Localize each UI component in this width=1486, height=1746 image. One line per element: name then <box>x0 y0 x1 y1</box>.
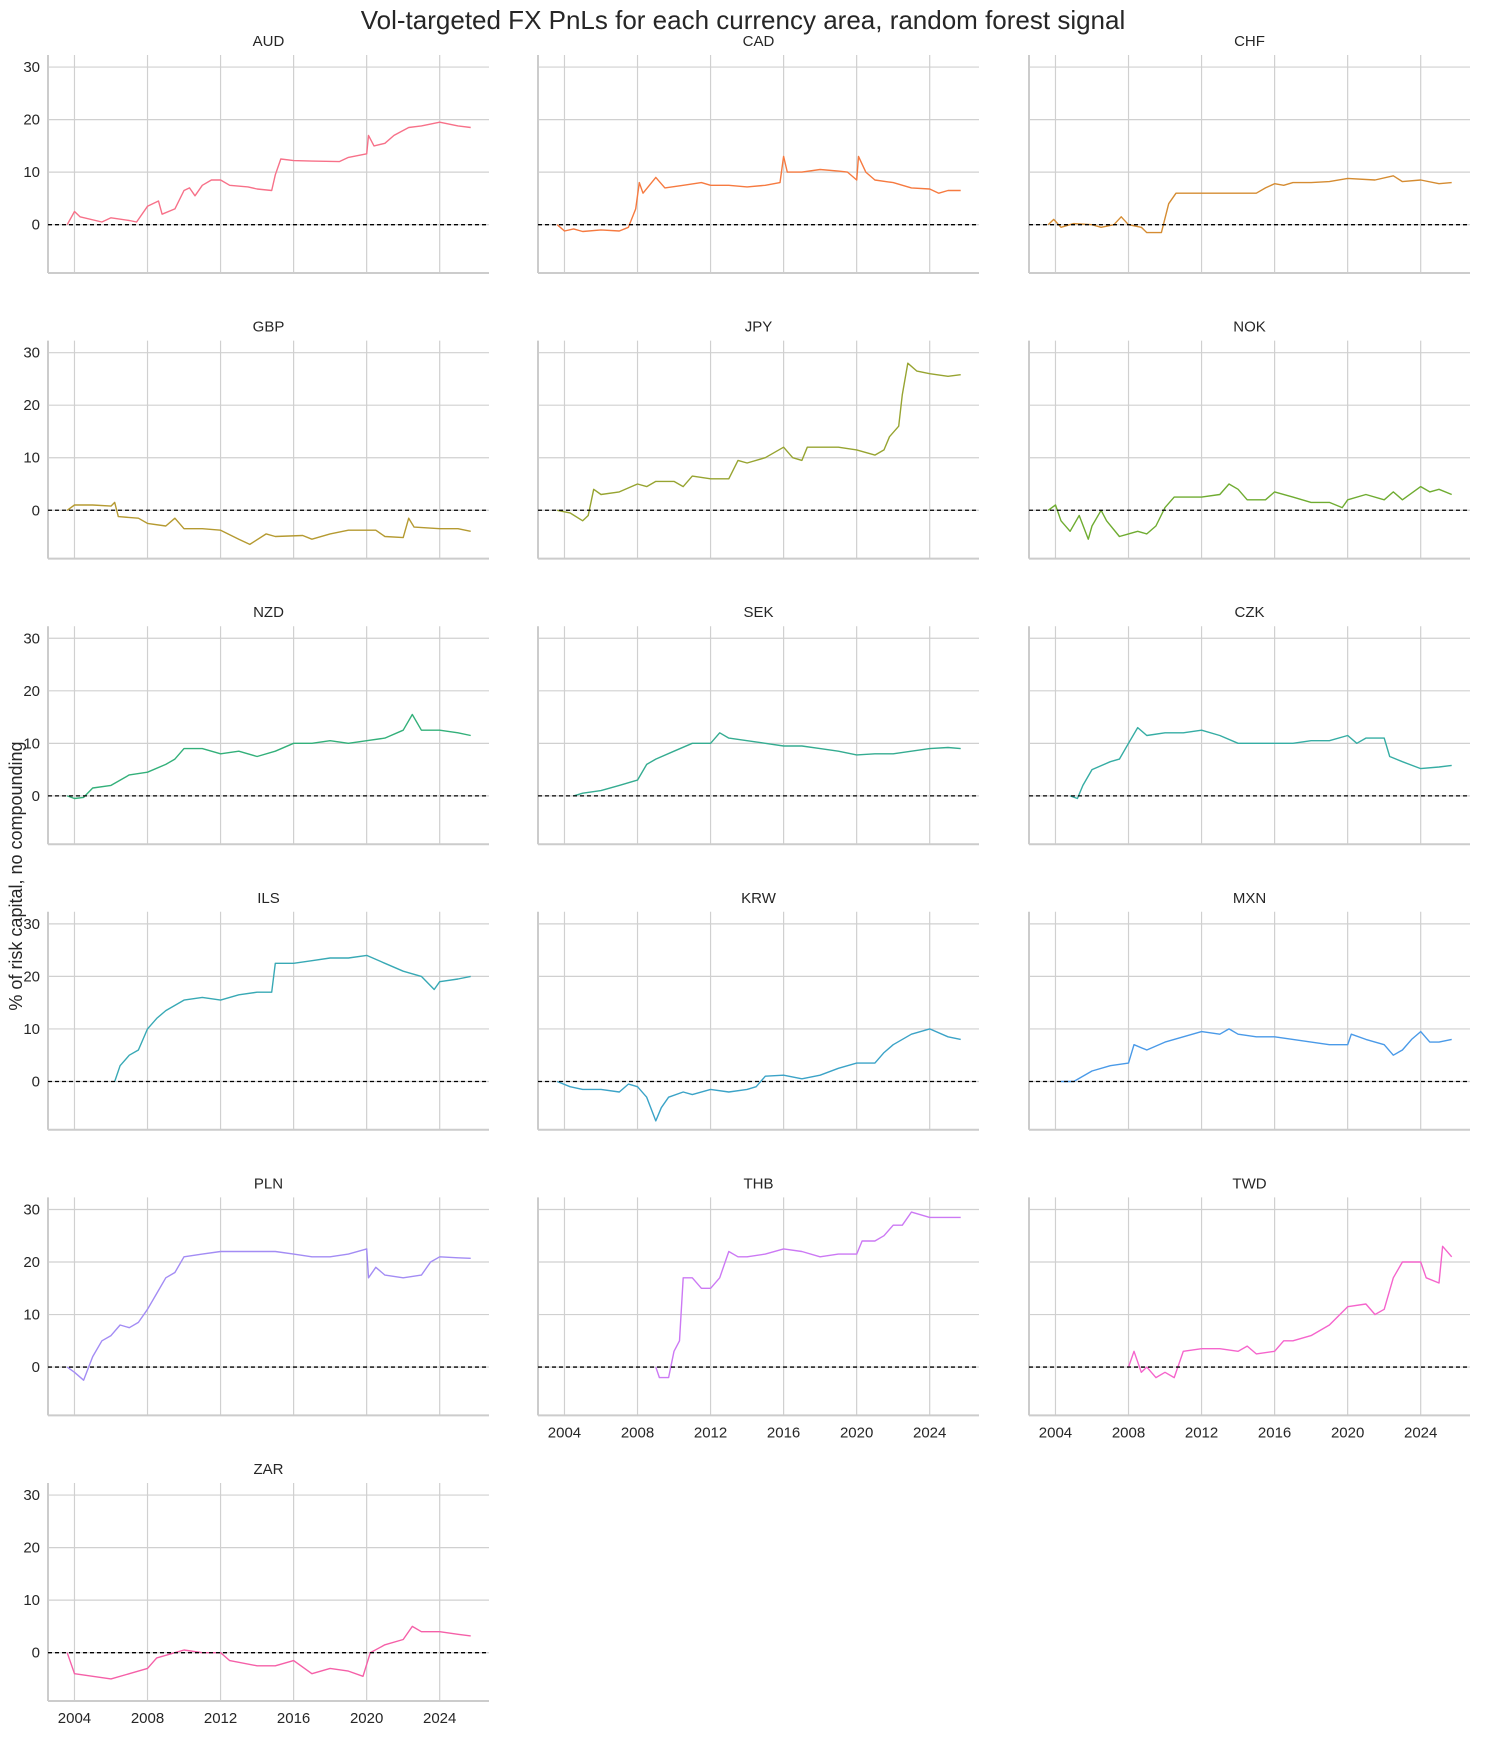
y-tick-label: 0 <box>32 788 40 805</box>
x-tick-label: 2004 <box>548 1424 581 1441</box>
y-tick-label: 20 <box>23 1254 40 1271</box>
y-tick-label: 30 <box>23 345 40 362</box>
x-tick-label: 2012 <box>204 1710 237 1727</box>
panel-title: KRW <box>741 890 777 907</box>
panel-title: CAD <box>743 33 775 50</box>
y-tick-label: 30 <box>23 916 40 933</box>
panel-title: MXN <box>1233 890 1266 907</box>
y-axis-label: % of risk capital, no compounding <box>6 741 26 1010</box>
y-tick-label: 0 <box>32 217 40 234</box>
y-tick-label: 0 <box>32 1073 40 1090</box>
y-tick-label: 10 <box>23 450 40 467</box>
y-tick-label: 20 <box>23 397 40 414</box>
x-tick-label: 2024 <box>1404 1424 1437 1441</box>
series-line-czk <box>1069 726 1452 800</box>
panel-sek: SEK <box>537 604 979 846</box>
panel-nzd: NZD 0 10 20 30 <box>23 604 489 846</box>
panel-title: AUD <box>253 33 285 50</box>
panel-cad: CAD <box>537 33 979 274</box>
x-tick-label: 2008 <box>131 1710 164 1727</box>
x-tick-label: 2008 <box>1112 1424 1145 1441</box>
y-tick-label: 0 <box>32 1645 40 1662</box>
x-tick-label: 2024 <box>423 1710 456 1727</box>
y-tick-label: 10 <box>23 164 40 181</box>
panel-twd: TWD 2004 2008 2012 2016 2020 2024 <box>1028 1175 1470 1441</box>
panel-title: JPY <box>745 319 773 336</box>
panel-title: NOK <box>1233 319 1266 336</box>
panel-czk: CZK <box>1028 604 1470 846</box>
panels: AUD 0 10 20 30 CAD CHF GBP 0 10 20 30 JPY NOK NZD 0 10 20… <box>23 33 1470 1727</box>
series-line-chf <box>1047 175 1452 234</box>
panel-title: ZAR <box>254 1461 284 1478</box>
chart-title: Vol-targeted FX PnLs for each currency a… <box>361 5 1126 35</box>
panel-title: CHF <box>1234 33 1265 50</box>
series-line-mxn <box>1061 1028 1452 1083</box>
y-tick-label: 0 <box>32 502 40 519</box>
series-line-jpy <box>557 362 961 522</box>
x-tick-label: 2012 <box>694 1424 727 1441</box>
x-tick-label: 2012 <box>1185 1424 1218 1441</box>
x-tick-label: 2020 <box>1331 1424 1364 1441</box>
series-line-nok <box>1047 483 1452 540</box>
panel-title: TWD <box>1232 1175 1266 1192</box>
panel-title: SEK <box>743 604 773 621</box>
series-line-thb <box>655 1211 961 1379</box>
panel-ils: ILS 0 10 20 30 <box>23 890 489 1131</box>
x-tick-label: 2016 <box>767 1424 800 1441</box>
x-tick-label: 2008 <box>621 1424 654 1441</box>
panel-pln: PLN 0 10 20 30 <box>23 1175 489 1417</box>
panel-title: THB <box>744 1175 774 1192</box>
panel-gbp: GBP 0 10 20 30 <box>23 319 489 560</box>
y-tick-label: 10 <box>23 1592 40 1609</box>
panel-aud: AUD 0 10 20 30 <box>23 33 489 274</box>
series-line-pln <box>66 1248 471 1381</box>
panel-zar: ZAR 0 10 20 30 2004 2008 2012 2016 2020 2024 <box>23 1461 489 1727</box>
x-tick-label: 2016 <box>277 1710 310 1727</box>
y-tick-label: 10 <box>23 735 40 752</box>
series-line-aud <box>66 121 471 226</box>
panel-chf: CHF <box>1028 33 1470 274</box>
series-line-nzd <box>66 713 471 800</box>
x-tick-label: 2004 <box>58 1710 91 1727</box>
x-tick-label: 2020 <box>350 1710 383 1727</box>
y-tick-label: 20 <box>23 112 40 129</box>
panel-title: ILS <box>257 890 280 907</box>
panel-title: NZD <box>253 604 284 621</box>
y-tick-label: 30 <box>23 1487 40 1504</box>
x-tick-label: 2016 <box>1258 1424 1291 1441</box>
y-tick-label: 30 <box>23 1201 40 1218</box>
series-line-gbp <box>66 501 471 546</box>
y-tick-label: 20 <box>23 1540 40 1557</box>
x-tick-label: 2004 <box>1039 1424 1072 1441</box>
series-line-cad <box>556 155 961 233</box>
panel-title: PLN <box>254 1175 283 1192</box>
x-tick-label: 2024 <box>913 1424 946 1441</box>
y-tick-label: 20 <box>23 968 40 985</box>
y-tick-label: 10 <box>23 1307 40 1324</box>
y-tick-label: 30 <box>23 630 40 647</box>
series-line-zar <box>66 1625 471 1680</box>
panel-thb: THB 2004 2008 2012 2016 2020 2024 <box>537 1175 979 1441</box>
y-tick-label: 10 <box>23 1021 40 1038</box>
panel-jpy: JPY <box>537 319 979 560</box>
series-line-ils <box>114 954 471 1082</box>
x-tick-label: 2020 <box>840 1424 873 1441</box>
y-tick-label: 20 <box>23 683 40 700</box>
panel-nok: NOK <box>1028 319 1470 560</box>
panel-mxn: MXN <box>1028 890 1470 1131</box>
series-line-twd <box>1127 1245 1453 1379</box>
panel-title: CZK <box>1235 604 1265 621</box>
y-tick-label: 0 <box>32 1359 40 1376</box>
series-line-sek <box>573 732 961 797</box>
panel-title: GBP <box>253 319 285 336</box>
series-line-krw <box>556 1028 961 1122</box>
y-tick-label: 30 <box>23 59 40 76</box>
panel-krw: KRW <box>537 890 979 1131</box>
